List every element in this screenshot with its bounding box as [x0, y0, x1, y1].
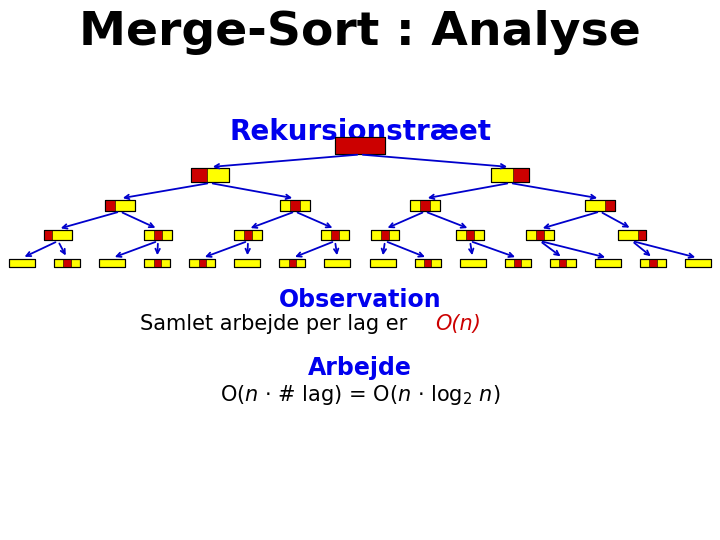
Bar [189, 259, 215, 267]
Bar [234, 230, 262, 240]
Bar [491, 168, 529, 182]
Bar [144, 230, 172, 240]
Text: Observation: Observation [279, 288, 441, 312]
Bar [618, 230, 646, 240]
Text: Samlet arbejde per lag er: Samlet arbejde per lag er [140, 314, 414, 334]
Bar [685, 259, 711, 267]
Bar [289, 259, 296, 267]
Bar [526, 230, 554, 240]
Bar [144, 230, 172, 240]
Bar [410, 199, 440, 211]
Text: Arbejde: Arbejde [308, 356, 412, 380]
Bar [640, 259, 666, 267]
Bar [279, 259, 305, 267]
Text: Rekursionstræet: Rekursionstræet [229, 118, 491, 146]
Bar [550, 259, 576, 267]
Bar [335, 137, 385, 153]
Bar [514, 259, 521, 267]
Bar [491, 168, 529, 182]
Bar [505, 259, 531, 267]
Bar [199, 259, 206, 267]
Bar [331, 230, 339, 240]
Bar [415, 259, 441, 267]
Bar [191, 168, 229, 182]
Bar [144, 259, 170, 267]
Bar [234, 230, 262, 240]
Bar [649, 259, 657, 267]
Bar [325, 259, 351, 267]
Bar [550, 259, 576, 267]
Bar [526, 230, 554, 240]
Bar [44, 230, 72, 240]
Bar [54, 259, 80, 267]
Text: O(n): O(n) [435, 314, 481, 334]
Bar [153, 259, 161, 267]
Bar [505, 259, 531, 267]
Bar [459, 259, 486, 267]
Bar [410, 199, 440, 211]
Bar [595, 259, 621, 267]
Bar [371, 230, 399, 240]
Bar [99, 259, 125, 267]
Bar [585, 199, 615, 211]
Bar [99, 259, 125, 267]
Bar [585, 199, 615, 211]
Bar [279, 259, 305, 267]
Bar [191, 168, 207, 182]
Bar [154, 230, 162, 240]
Bar [513, 168, 529, 182]
Bar [321, 230, 349, 240]
Bar [325, 259, 351, 267]
Bar [234, 259, 261, 267]
Bar [44, 230, 72, 240]
Bar [191, 168, 229, 182]
Bar [415, 259, 441, 267]
Bar [685, 259, 711, 267]
Bar [595, 259, 621, 267]
Bar [105, 199, 135, 211]
Bar [234, 259, 261, 267]
Bar [369, 259, 395, 267]
Bar [9, 259, 35, 267]
Bar [280, 199, 310, 211]
Bar [321, 230, 349, 240]
Bar [536, 230, 544, 240]
Bar [420, 199, 430, 211]
Bar [605, 199, 615, 211]
Bar [369, 259, 395, 267]
Bar [105, 199, 115, 211]
Text: Merge-Sort : Analyse: Merge-Sort : Analyse [79, 10, 641, 55]
Bar [335, 137, 385, 153]
Bar [618, 230, 646, 240]
Bar [189, 259, 215, 267]
Bar [640, 259, 666, 267]
Bar [290, 199, 300, 211]
Bar [424, 259, 431, 267]
Bar [456, 230, 484, 240]
Text: O($n$ $\cdot$ # lag) = O($n$ $\cdot$ log$_2$ $n$): O($n$ $\cdot$ # lag) = O($n$ $\cdot$ log… [220, 383, 500, 407]
Bar [335, 137, 385, 153]
Bar [456, 230, 484, 240]
Bar [371, 230, 399, 240]
Bar [44, 230, 52, 240]
Bar [466, 230, 474, 240]
Bar [9, 259, 35, 267]
Bar [244, 230, 252, 240]
Bar [63, 259, 71, 267]
Bar [105, 199, 135, 211]
Bar [144, 259, 170, 267]
Bar [280, 199, 310, 211]
Bar [638, 230, 646, 240]
Bar [559, 259, 567, 267]
Bar [54, 259, 80, 267]
Bar [381, 230, 389, 240]
Bar [459, 259, 486, 267]
